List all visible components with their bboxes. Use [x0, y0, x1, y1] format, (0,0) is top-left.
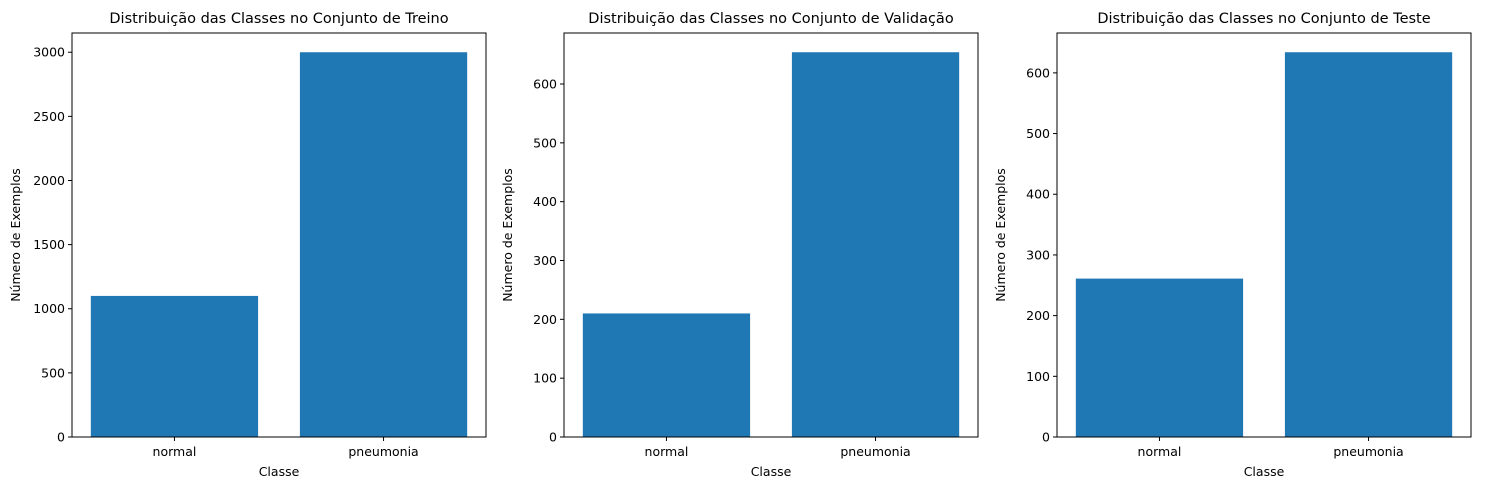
- x-tick-label-pneumonia: pneumonia: [840, 444, 910, 459]
- y-tick-label: 400: [1026, 187, 1050, 202]
- x-axis-label: Classe: [751, 464, 792, 479]
- axes-frame: [563, 32, 979, 438]
- y-axis-label: Número de Exemplos: [8, 168, 23, 302]
- axes-frame: [1056, 32, 1472, 438]
- x-tick-label-pneumonia: pneumonia: [1333, 444, 1403, 459]
- y-tick-label: 600: [1026, 65, 1050, 80]
- chart-panel-1: 0 500 1000 1500 2000 2500 3000 normal pneumonia D…: [8, 11, 487, 479]
- x-axis-label: Classe: [259, 464, 300, 479]
- y-tick-label: 0: [1042, 430, 1050, 445]
- chart-panel-2: 0 100 200 300 400 500 600 normal pneumonia Distri…: [500, 11, 979, 479]
- bar-normal: [90, 295, 259, 437]
- y-tick-label: 500: [533, 135, 557, 150]
- axes-frame: [71, 32, 487, 438]
- chart-title: Distribuição das Classes no Conjunto de …: [109, 11, 448, 27]
- bar-normal: [582, 313, 751, 437]
- x-tick-label-normal: normal: [153, 444, 197, 459]
- chart-panel-3: 0 100 200 300 400 500 600 normal pneumonia Distri…: [993, 11, 1472, 479]
- x-tick-label-normal: normal: [645, 444, 689, 459]
- y-tick-label: 100: [533, 371, 557, 386]
- y-tick-label: 0: [549, 430, 557, 445]
- y-tick-label: 2500: [33, 109, 65, 124]
- y-tick-label: 300: [1026, 247, 1050, 262]
- x-tick-label-pneumonia: pneumonia: [348, 444, 418, 459]
- chart-title: Distribuição das Classes no Conjunto de …: [1097, 11, 1430, 27]
- y-tick-label: 100: [1026, 369, 1050, 384]
- y-tick-label: 200: [1026, 308, 1050, 323]
- y-tick-label: 1500: [33, 237, 65, 252]
- bar-pneumonia: [1284, 52, 1453, 437]
- chart-title: Distribuição das Classes no Conjunto de …: [588, 11, 954, 27]
- y-tick-label: 600: [533, 77, 557, 92]
- y-tick-label: 500: [41, 365, 65, 380]
- y-tick-label: 300: [533, 253, 557, 268]
- bar-normal: [1075, 278, 1244, 437]
- y-tick-label: 2000: [33, 173, 65, 188]
- y-tick-label: 400: [533, 194, 557, 209]
- bar-pneumonia: [299, 52, 468, 437]
- y-axis-label: Número de Exemplos: [500, 168, 515, 302]
- y-tick-label: 1000: [33, 301, 65, 316]
- x-axis-label: Classe: [1244, 464, 1285, 479]
- y-tick-label: 500: [1026, 126, 1050, 141]
- x-tick-label-normal: normal: [1138, 444, 1182, 459]
- y-tick-label: 0: [57, 430, 65, 445]
- bar-pneumonia: [791, 52, 960, 437]
- y-tick-label: 3000: [33, 45, 65, 60]
- y-tick-label: 200: [533, 312, 557, 327]
- y-axis-label: Número de Exemplos: [993, 168, 1008, 302]
